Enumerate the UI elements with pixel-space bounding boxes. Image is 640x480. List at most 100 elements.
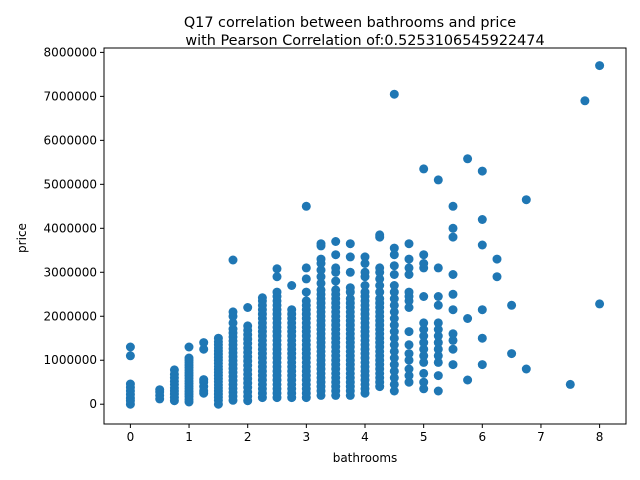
- data-point: [595, 299, 605, 309]
- data-point: [375, 287, 385, 297]
- data-point: [404, 340, 414, 350]
- data-point: [419, 292, 429, 301]
- data-point: [419, 344, 429, 354]
- y-tick-label: 0: [89, 397, 97, 411]
- chart-subtitle: with Pearson Correlation of:0.5253106545…: [185, 33, 544, 49]
- data-point: [419, 259, 429, 268]
- data-point: [419, 318, 429, 328]
- data-point: [301, 263, 311, 273]
- data-point: [580, 96, 590, 106]
- data-point: [331, 250, 341, 260]
- data-point: [389, 360, 399, 370]
- data-point: [433, 386, 443, 396]
- x-tick-label: 1: [185, 430, 193, 444]
- data-point: [433, 371, 443, 381]
- data-point: [331, 263, 341, 273]
- data-point: [448, 305, 458, 315]
- y-axis-label: price: [15, 223, 29, 253]
- data-point: [404, 327, 414, 337]
- data-point: [433, 351, 443, 361]
- data-point: [477, 240, 487, 250]
- data-point: [389, 386, 399, 396]
- data-point: [404, 349, 414, 359]
- data-point: [404, 377, 414, 387]
- data-point: [125, 379, 135, 389]
- data-point: [199, 338, 209, 348]
- data-point: [419, 368, 429, 378]
- data-point: [404, 239, 414, 249]
- data-point: [404, 355, 414, 365]
- data-point: [345, 267, 355, 277]
- data-point: [199, 344, 209, 354]
- y-tick-label: 4000000: [44, 221, 97, 235]
- data-point: [389, 327, 399, 337]
- data-point: [272, 264, 282, 274]
- data-point: [301, 296, 311, 306]
- data-point: [199, 375, 209, 385]
- data-point: [375, 281, 385, 290]
- data-point: [404, 254, 414, 264]
- data-point: [433, 318, 443, 328]
- data-point: [375, 230, 385, 240]
- data-point: [595, 61, 605, 71]
- y-tick-label: 2000000: [44, 309, 97, 323]
- data-point: [389, 89, 399, 99]
- data-point: [389, 287, 399, 297]
- x-tick-label: 2: [244, 430, 252, 444]
- data-point: [125, 342, 135, 352]
- data-point: [477, 333, 487, 343]
- data-point: [477, 360, 487, 370]
- data-point: [389, 243, 399, 253]
- data-point: [404, 371, 414, 381]
- data-point: [477, 215, 487, 224]
- data-point: [419, 325, 429, 334]
- data-point: [433, 292, 443, 301]
- data-point: [463, 375, 473, 385]
- data-point: [228, 255, 238, 265]
- data-point: [448, 223, 458, 233]
- data-point: [301, 274, 311, 284]
- data-point: [389, 250, 399, 260]
- y-tick-label: 6000000: [44, 133, 97, 147]
- data-point: [433, 325, 443, 334]
- x-tick-label: 5: [420, 430, 428, 444]
- data-point: [125, 351, 135, 361]
- data-point: [448, 201, 458, 211]
- x-tick-label: 8: [596, 430, 604, 444]
- data-point: [360, 252, 370, 262]
- data-point: [389, 366, 399, 376]
- data-point: [521, 195, 531, 205]
- data-point: [316, 239, 326, 249]
- data-point: [492, 254, 502, 264]
- data-point: [477, 305, 487, 315]
- data-point: [375, 263, 385, 273]
- data-point: [404, 270, 414, 279]
- x-tick-label: 4: [361, 430, 369, 444]
- data-point: [316, 254, 326, 264]
- data-point: [507, 349, 517, 359]
- data-point: [360, 259, 370, 268]
- data-point: [331, 237, 341, 246]
- data-point: [389, 314, 399, 323]
- data-point: [213, 333, 223, 343]
- data-point: [389, 353, 399, 363]
- data-point: [463, 154, 473, 164]
- x-axis-ticks: 0 1 2 3 4 5 6 7 8: [127, 424, 604, 444]
- data-point: [272, 272, 282, 282]
- data-point: [301, 287, 311, 297]
- data-point: [419, 384, 429, 394]
- data-point: [389, 281, 399, 290]
- x-axis-label: bathrooms: [333, 451, 398, 465]
- data-point: [389, 261, 399, 271]
- data-point: [404, 303, 414, 312]
- data-point: [419, 357, 429, 367]
- data-point: [184, 342, 194, 352]
- y-tick-label: 3000000: [44, 265, 97, 279]
- data-point: [184, 353, 194, 363]
- data-point: [448, 289, 458, 299]
- data-point: [169, 365, 179, 375]
- data-point: [272, 287, 282, 297]
- data-point: [301, 201, 311, 211]
- data-point: [360, 267, 370, 277]
- data-points: [125, 61, 605, 409]
